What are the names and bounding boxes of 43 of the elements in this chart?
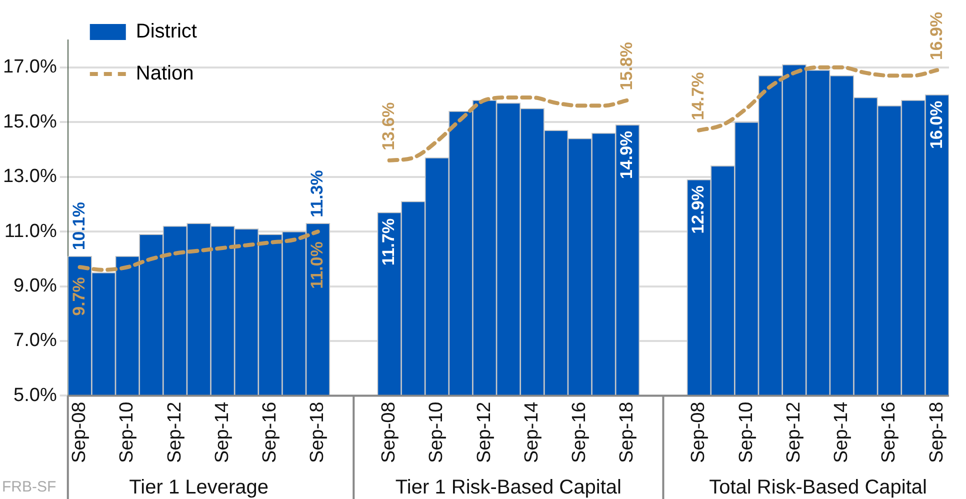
x-tick-label: Sep-08	[69, 402, 90, 464]
x-tick-label: Sep-08	[378, 402, 400, 464]
y-tick-label: 15.0%	[3, 111, 57, 132]
data-label: 15.8%	[617, 42, 636, 90]
data-label: 16.0%	[926, 100, 946, 149]
text: FRB-SF	[2, 478, 56, 496]
x-tick-label: Sep-14	[831, 401, 852, 464]
data-label: 11.0%	[308, 242, 327, 289]
x-tick-label: Sep-12	[164, 402, 186, 464]
y-tick-label: 7.0%	[14, 330, 57, 352]
y-tick-label: 9.0%	[14, 276, 57, 297]
data-label: 14.9%	[617, 130, 636, 180]
legend-label: Nation	[136, 62, 194, 85]
legend-label: District	[136, 20, 198, 43]
data-label: 11.3%	[308, 170, 327, 218]
text: Tier 1 Leverage	[129, 476, 269, 499]
y-tick-label: 17.0%	[3, 56, 57, 78]
x-tick-label: Sep-16	[569, 402, 590, 464]
data-label: 11.7%	[379, 218, 398, 266]
data-label: 12.9%	[688, 186, 708, 234]
y-tick-label: 5.0%	[14, 384, 57, 406]
data-label: 9.7%	[69, 277, 88, 316]
data-label: 13.6%	[379, 102, 398, 150]
data-label: 10.1%	[69, 202, 88, 250]
text: Tier 1 Risk-Based Capital	[395, 476, 622, 499]
x-tick-label: Sep-10	[736, 402, 757, 464]
x-tick-label: Sep-18	[616, 402, 638, 464]
y-tick-label: 13.0%	[3, 166, 57, 188]
x-tick-label: Sep-16	[260, 402, 281, 464]
x-tick-label: Sep-16	[878, 402, 900, 464]
data-label: 16.9%	[926, 12, 946, 60]
x-tick-label: Sep-14	[212, 401, 233, 464]
data-label: 14.7%	[688, 72, 708, 120]
x-tick-label: Sep-18	[307, 402, 328, 464]
x-tick-label: Sep-10	[426, 402, 448, 464]
x-tick-label: Sep-10	[116, 402, 138, 464]
x-tick-label: Sep-12	[783, 402, 804, 464]
x-tick-label: Sep-12	[474, 402, 495, 464]
x-tick-label: Sep-18	[926, 402, 948, 464]
text: Total Risk-Based Capital	[709, 476, 927, 499]
x-tick-label: Sep-08	[688, 402, 710, 464]
x-tick-label: Sep-14	[521, 401, 542, 464]
y-tick-label: 11.0%	[4, 220, 57, 242]
